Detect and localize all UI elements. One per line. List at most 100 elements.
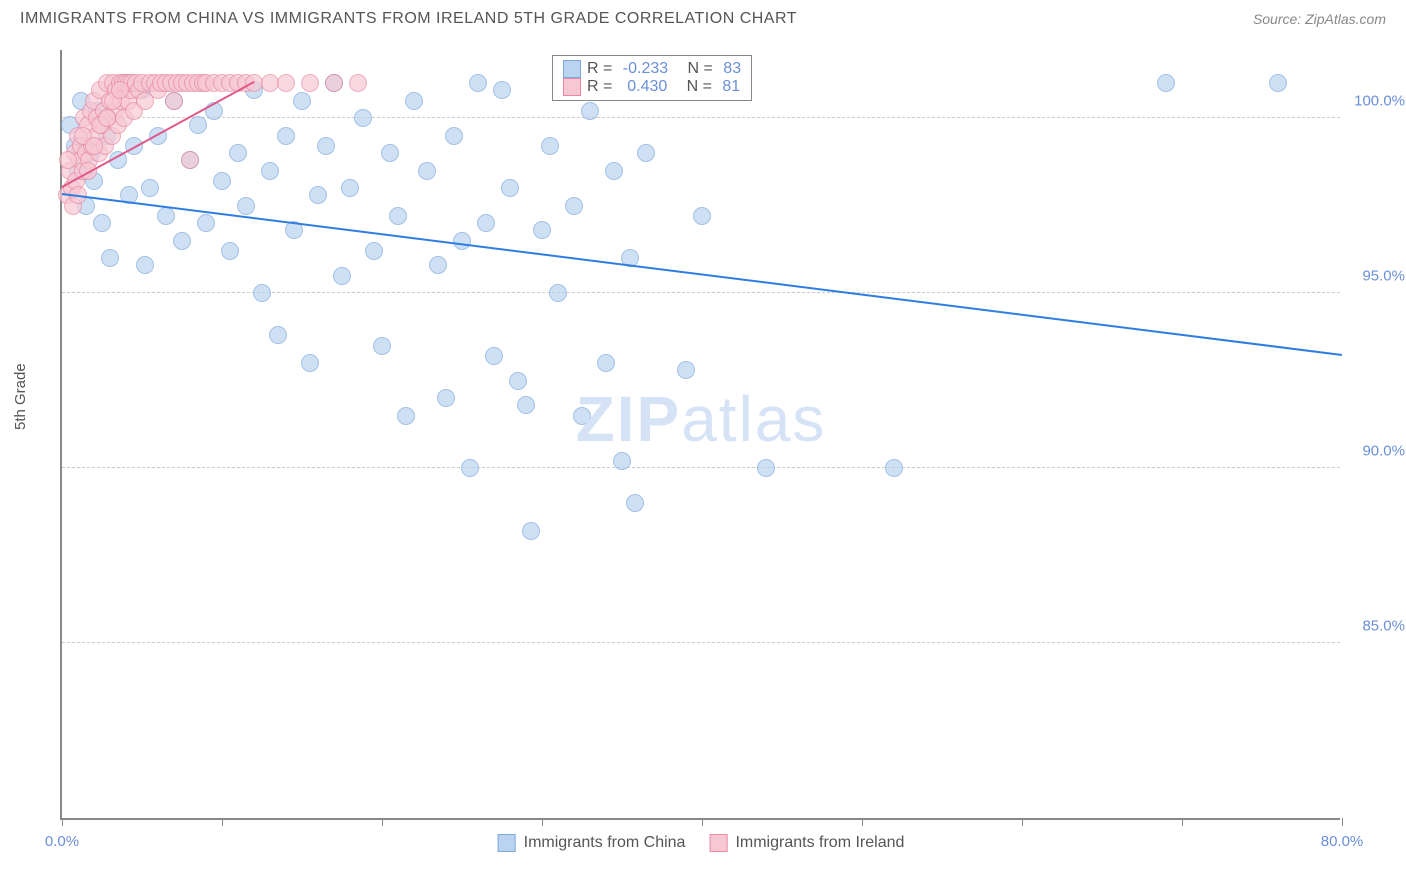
swatch-ireland	[563, 78, 581, 96]
legend-label-china: Immigrants from China	[524, 834, 686, 852]
stats-row-china: R = -0.233 N = 83	[563, 60, 741, 78]
xtick	[222, 818, 223, 826]
swatch-china	[563, 60, 581, 78]
legend-label-ireland: Immigrants from Ireland	[735, 834, 904, 852]
data-point	[1157, 74, 1175, 92]
r-ireland: 0.430	[627, 78, 667, 96]
data-point	[325, 74, 343, 92]
ytick-label: 95.0%	[1362, 268, 1405, 285]
data-point	[173, 232, 191, 250]
data-point	[501, 179, 519, 197]
watermark-bold: ZIP	[576, 383, 682, 455]
xtick	[862, 818, 863, 826]
gridline	[62, 467, 1340, 468]
data-point	[1269, 74, 1287, 92]
data-point	[157, 207, 175, 225]
data-point	[237, 197, 255, 215]
data-point	[309, 186, 327, 204]
data-point	[301, 74, 319, 92]
watermark: ZIPatlas	[576, 382, 827, 456]
data-point	[181, 151, 199, 169]
data-point	[573, 407, 591, 425]
data-point	[141, 179, 159, 197]
data-point	[605, 162, 623, 180]
data-point	[136, 256, 154, 274]
data-point	[101, 249, 119, 267]
data-point	[269, 326, 287, 344]
data-point	[59, 151, 77, 169]
data-point	[405, 92, 423, 110]
data-point	[165, 92, 183, 110]
data-point	[229, 144, 247, 162]
data-point	[111, 81, 129, 99]
data-point	[581, 102, 599, 120]
legend-item-china: Immigrants from China	[498, 834, 686, 852]
n-china: 83	[723, 60, 741, 78]
data-point	[261, 162, 279, 180]
data-point	[85, 137, 103, 155]
source-attribution: Source: ZipAtlas.com	[1253, 11, 1386, 27]
xtick-label: 0.0%	[45, 833, 79, 850]
data-point	[533, 221, 551, 239]
swatch-ireland-icon	[709, 834, 727, 852]
data-point	[437, 389, 455, 407]
data-point	[253, 284, 271, 302]
xtick	[1022, 818, 1023, 826]
data-point	[418, 162, 436, 180]
data-point	[541, 137, 559, 155]
scatter-chart: ZIPatlas R = -0.233 N = 83 R = 0.430 N =…	[60, 50, 1340, 820]
data-point	[93, 214, 111, 232]
data-point	[221, 242, 239, 260]
data-point	[597, 354, 615, 372]
data-point	[693, 207, 711, 225]
series-legend: Immigrants from China Immigrants from Ir…	[498, 834, 905, 852]
data-point	[429, 256, 447, 274]
r-china: -0.233	[623, 60, 668, 78]
data-point	[277, 127, 295, 145]
chart-title: IMMIGRANTS FROM CHINA VS IMMIGRANTS FROM…	[20, 10, 797, 28]
data-point	[349, 74, 367, 92]
xtick	[1342, 818, 1343, 826]
data-point	[509, 372, 527, 390]
data-point	[197, 214, 215, 232]
data-point	[453, 232, 471, 250]
xtick	[702, 818, 703, 826]
data-point	[354, 109, 372, 127]
data-point	[397, 407, 415, 425]
data-point	[517, 396, 535, 414]
data-point	[469, 74, 487, 92]
ytick-label: 90.0%	[1362, 443, 1405, 460]
data-point	[293, 92, 311, 110]
ytick-label: 100.0%	[1354, 93, 1405, 110]
xtick	[1182, 818, 1183, 826]
ytick-label: 85.0%	[1362, 618, 1405, 635]
stats-row-ireland: R = 0.430 N = 81	[563, 78, 741, 96]
data-point	[317, 137, 335, 155]
data-point	[373, 337, 391, 355]
data-point	[885, 459, 903, 477]
data-point	[213, 172, 231, 190]
xtick	[62, 818, 63, 826]
data-point	[565, 197, 583, 215]
data-point	[301, 354, 319, 372]
data-point	[637, 144, 655, 162]
data-point	[277, 74, 295, 92]
data-point	[677, 361, 695, 379]
data-point	[522, 522, 540, 540]
stats-legend: R = -0.233 N = 83 R = 0.430 N = 81	[552, 55, 752, 101]
data-point	[549, 284, 567, 302]
data-point	[477, 214, 495, 232]
xtick-label: 80.0%	[1321, 833, 1364, 850]
data-point	[445, 127, 463, 145]
watermark-light: atlas	[681, 383, 826, 455]
data-point	[493, 81, 511, 99]
data-point	[365, 242, 383, 260]
data-point	[757, 459, 775, 477]
data-point	[485, 347, 503, 365]
gridline	[62, 642, 1340, 643]
data-point	[613, 452, 631, 470]
data-point	[189, 116, 207, 134]
legend-item-ireland: Immigrants from Ireland	[709, 834, 904, 852]
xtick	[382, 818, 383, 826]
data-point	[381, 144, 399, 162]
